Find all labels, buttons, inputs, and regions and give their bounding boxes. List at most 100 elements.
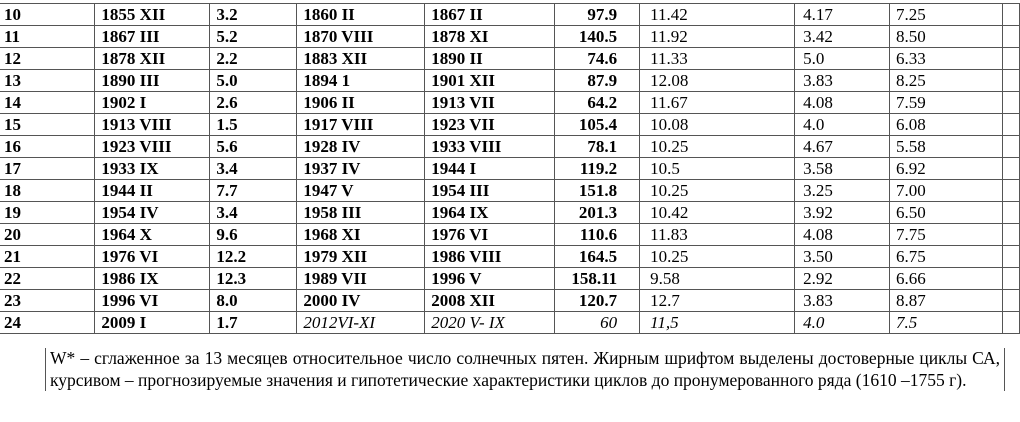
table-cell: 5.58 [889, 135, 1003, 158]
table-cell [1001, 267, 1020, 290]
table-cell: 3.50 [794, 245, 890, 268]
table-cell: 11 [0, 25, 96, 48]
table-cell: 3.2 [209, 3, 298, 26]
table-cell: 1986 VIII [424, 245, 556, 268]
table-cell: 1867 II [424, 3, 556, 26]
table-cell: 1867 III [94, 25, 211, 48]
table-cell: 78.1 [554, 135, 641, 158]
table-cell: 11.42 [639, 3, 796, 26]
table-cell: 2.2 [209, 47, 298, 70]
table-cell: 4.67 [794, 135, 890, 158]
table-row: 16 1923 VIII 5.6 1928 IV 1933 VIII 78.1 10.25 4… [0, 135, 1020, 158]
table-cell: 2008 XII [424, 289, 556, 312]
table-cell: 1944 II [94, 179, 211, 202]
table-cell: 6.08 [889, 113, 1003, 136]
table-cell: 4.08 [794, 223, 890, 246]
table-cell: 9.6 [209, 223, 298, 246]
table-cell: 1.7 [209, 311, 298, 334]
table-cell: 1954 III [424, 179, 556, 202]
table-cell: 1958 III [296, 201, 426, 224]
table-cell: 1890 II [424, 47, 556, 70]
table-cell: 11,5 [639, 311, 796, 334]
table-cell: 1947 V [296, 179, 426, 202]
table-cell: 16 [0, 135, 96, 158]
table-cell: 1933 VIII [424, 135, 556, 158]
table-cell: 12 [0, 47, 96, 70]
table-cell: 3.25 [794, 179, 890, 202]
table-cell: 4.08 [794, 91, 890, 114]
table-cell: 21 [0, 245, 96, 268]
table-cell: 14 [0, 91, 96, 114]
table-cell: 5.2 [209, 25, 298, 48]
table-cell: 4.17 [794, 3, 890, 26]
table-cell [1001, 47, 1020, 70]
table-cell: 2.92 [794, 267, 890, 290]
table-cell: 151.8 [554, 179, 641, 202]
table-cell: 1923 VII [424, 113, 556, 136]
table-row: 19 1954 IV 3.4 1958 III 1964 IX 201.3 10.42 3.9… [0, 201, 1020, 224]
table-cell: 1878 XI [424, 25, 556, 48]
table-cell: 3.4 [209, 157, 298, 180]
table-cell [1001, 201, 1020, 224]
table-row: 11 1867 III 5.2 1870 VIII 1878 XI 140.5 11.92 3… [0, 25, 1020, 48]
table-cell: 74.6 [554, 47, 641, 70]
table-cell: 5.0 [209, 69, 298, 92]
table-cell: 10.42 [639, 201, 796, 224]
table-cell: 11.33 [639, 47, 796, 70]
table-cell [1001, 91, 1020, 114]
table-cell: 3.42 [794, 25, 890, 48]
table-cell: 10.25 [639, 245, 796, 268]
table-cell: 1996 V [424, 267, 556, 290]
table-row: 13 1890 III 5.0 1894 1 1901 XII 87.9 12.08 3.83… [0, 69, 1020, 92]
table-cell: 1964 IX [424, 201, 556, 224]
table-cell [1001, 289, 1020, 312]
table-cell: 1.5 [209, 113, 298, 136]
table-cell: 7.25 [889, 3, 1003, 26]
table-cell: 20 [0, 223, 96, 246]
table-cell: 11.67 [639, 91, 796, 114]
table-cell: 2000 IV [296, 289, 426, 312]
table-cell: 9.58 [639, 267, 796, 290]
table-cell: 7.7 [209, 179, 298, 202]
table-cell: 158.11 [554, 267, 641, 290]
table-cell: 64.2 [554, 91, 641, 114]
table-cell: 1928 IV [296, 135, 426, 158]
table-cell: 12.3 [209, 267, 298, 290]
table-cell: 201.3 [554, 201, 641, 224]
table-cell: 13 [0, 69, 96, 92]
table-cell: 6.92 [889, 157, 1003, 180]
table-cell [1001, 25, 1020, 48]
table-cell: 140.5 [554, 25, 641, 48]
table-row: 23 1996 VI 8.0 2000 IV 2008 XII 120.7 12.7 3.83… [0, 289, 1020, 312]
table-cell: 2012VI-XI [296, 311, 426, 334]
table-cell: 8.50 [889, 25, 1003, 48]
table-cell: 10 [0, 3, 96, 26]
table-cell: 7.75 [889, 223, 1003, 246]
table-cell: 10.5 [639, 157, 796, 180]
table-cell: 1890 III [94, 69, 211, 92]
table-cell: 17 [0, 157, 96, 180]
table-cell: 87.9 [554, 69, 641, 92]
table-cell: 8.87 [889, 289, 1003, 312]
table-cell [1001, 69, 1020, 92]
table-cell: 97.9 [554, 3, 641, 26]
table-cell: 1906 II [296, 91, 426, 114]
table-cell: 1913 VIII [94, 113, 211, 136]
table-cell: 8.25 [889, 69, 1003, 92]
table-cell: 12.08 [639, 69, 796, 92]
table-row: 24 2009 I 1.7 2012VI-XI 2020 V- IX 60 11,5 4.0 7… [0, 311, 1020, 334]
table-cell: 119.2 [554, 157, 641, 180]
table-cell: 7.00 [889, 179, 1003, 202]
table-cell: 1976 VI [424, 223, 556, 246]
table-cell [1001, 311, 1020, 334]
table-row: 21 1976 VI 12.2 1979 XII 1986 VIII 164.5 10.25… [0, 245, 1020, 268]
table-cell: 1901 XII [424, 69, 556, 92]
table-cell: 1860 II [296, 3, 426, 26]
table-cell: 6.33 [889, 47, 1003, 70]
table-cell: 7.59 [889, 91, 1003, 114]
footnote: W* – сглаженное за 13 месяцев относитель… [45, 348, 1005, 391]
table-cell: 5.0 [794, 47, 890, 70]
table-cell [1001, 223, 1020, 246]
table-cell: 3.58 [794, 157, 890, 180]
